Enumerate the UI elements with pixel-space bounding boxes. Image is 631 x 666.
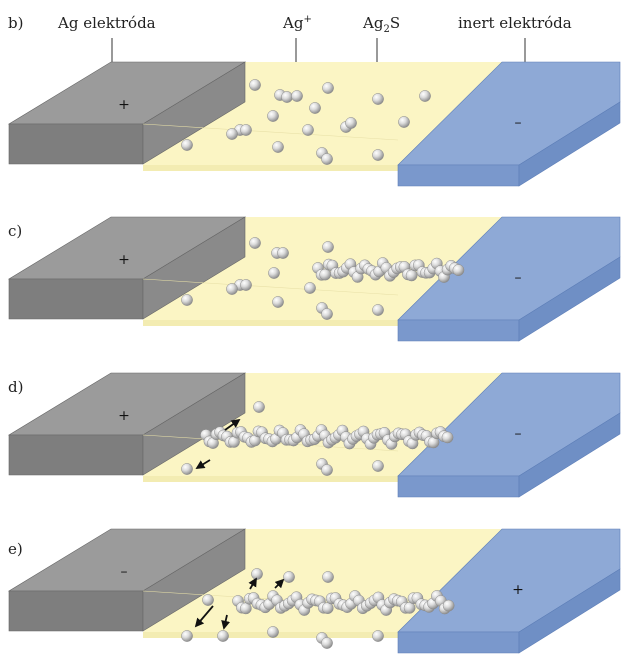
silver-particle [322, 571, 334, 583]
ag2s-label: Ag2S [363, 14, 401, 35]
silver-particle [442, 599, 455, 612]
silver-particle [181, 463, 193, 475]
silver-particle [419, 90, 431, 102]
panel-growing: +– [7, 216, 621, 342]
panel-letter-b: b) [8, 14, 24, 32]
inert-electrode-sign: – [515, 426, 522, 442]
silver-particle [291, 90, 303, 102]
silver-particle [251, 568, 263, 580]
silver-particle [398, 116, 410, 128]
silver-particle [181, 294, 193, 306]
silver-particle [272, 296, 284, 308]
ag-electrode-sign: + [118, 97, 130, 113]
silver-particle [202, 594, 214, 606]
ag-ion-label: Ag+ [283, 14, 312, 32]
ag-electrode-sign: + [118, 408, 130, 424]
inert-electrode-sign: – [515, 115, 522, 131]
ag-electrode-sign: – [121, 564, 128, 580]
inert-electrode-front [397, 475, 520, 498]
migration-arrow [274, 578, 285, 589]
ag-electrode-front [8, 434, 144, 476]
ag-electrode-front [8, 123, 144, 165]
silver-particle [267, 110, 279, 122]
ag-electrode-side [142, 216, 246, 320]
panel-dissolving: –+ [7, 528, 621, 654]
migration-arrow [221, 614, 231, 630]
migration-arrow [195, 459, 211, 469]
inert-electrode-label: inert elektróda [458, 14, 572, 32]
silver-particle [268, 267, 280, 279]
inert-electrode-front [397, 319, 520, 342]
silver-particle [240, 279, 252, 291]
panel-letter-e: e) [8, 540, 23, 558]
inert-electrode-front [397, 164, 520, 187]
silver-particle [372, 630, 384, 642]
silver-particle [405, 269, 418, 282]
silver-particle [321, 153, 333, 165]
migration-arrow [248, 577, 257, 590]
inert-electrode-front [397, 631, 520, 654]
ag-electrode-side [142, 528, 246, 632]
silver-particle [304, 282, 316, 294]
ag-electrode-sign: + [118, 252, 130, 268]
silver-particle [372, 93, 384, 105]
silver-particle [181, 630, 193, 642]
silver-particle [322, 241, 334, 253]
inert-electrode-side [518, 412, 621, 498]
ag-electrode-front [8, 590, 144, 632]
silver-particle [321, 637, 333, 649]
silver-particle [322, 82, 334, 94]
inert-electrode-side [518, 568, 621, 654]
panel-bridged: +– [7, 372, 621, 498]
silver-particle [272, 141, 284, 153]
silver-particle [302, 124, 314, 136]
ag-electrode-side [142, 372, 246, 476]
silver-particle [281, 91, 293, 103]
silver-particle [217, 630, 229, 642]
ag-electrode-label: Ag elektróda [58, 14, 156, 32]
inert-electrode-side [518, 256, 621, 342]
silver-particle [319, 268, 332, 281]
silver-particle [253, 401, 265, 413]
panel-letter-c: c) [8, 222, 23, 240]
silver-particle [249, 79, 261, 91]
migration-arrow [194, 605, 214, 628]
inert-electrode-side [518, 101, 621, 187]
inert-electrode-sign: – [515, 270, 522, 286]
silver-particle [277, 247, 289, 259]
silver-particle [240, 124, 252, 136]
migration-arrow [224, 418, 241, 431]
panel-ions: +– [7, 61, 621, 187]
panel-letter-d: d) [8, 378, 24, 396]
silver-particle [372, 304, 384, 316]
silver-particle [249, 237, 261, 249]
silver-particle [181, 139, 193, 151]
ag-electrode-front [8, 278, 144, 320]
electrolyte-edge [143, 165, 398, 171]
inert-electrode-sign: + [512, 582, 524, 598]
silver-particle [283, 571, 295, 583]
silver-particle [452, 264, 465, 276]
electrolyte-edge [143, 476, 398, 482]
silver-particle [226, 283, 238, 295]
electrolyte-edge [143, 320, 398, 326]
silver-particle [441, 431, 454, 444]
silver-particle [267, 626, 279, 638]
silver-particle [321, 308, 333, 320]
silver-particle [345, 117, 357, 129]
silver-particle [372, 460, 384, 472]
silver-particle [226, 128, 238, 140]
silver-particle [309, 102, 321, 114]
silver-particle [372, 149, 384, 161]
silver-particle [321, 464, 333, 476]
ag-electrode-side [142, 61, 246, 165]
